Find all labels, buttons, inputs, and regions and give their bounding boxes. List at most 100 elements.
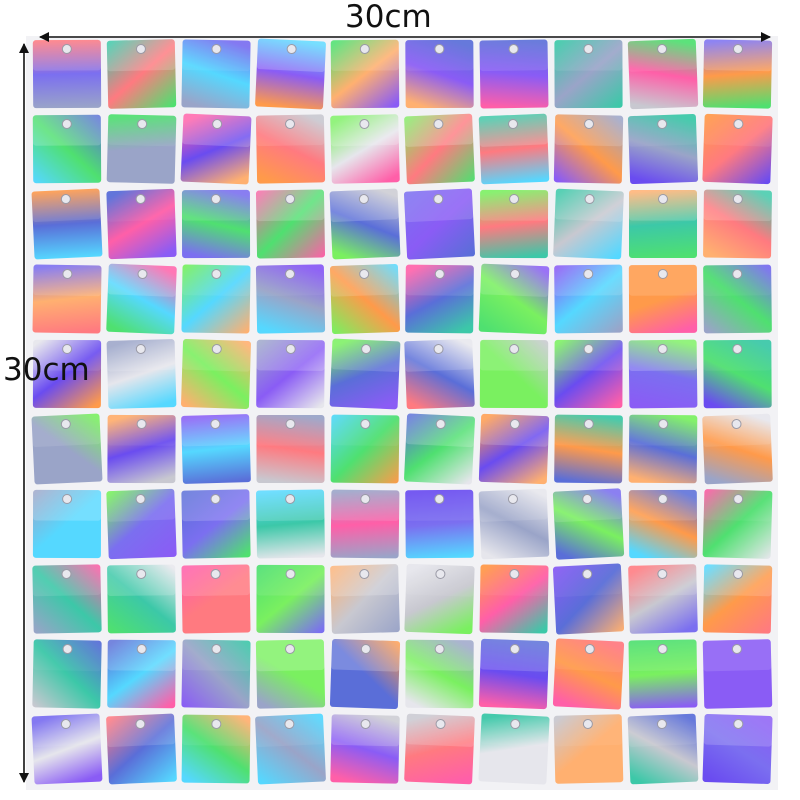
sequin-tile	[106, 263, 177, 335]
sequin-tile	[181, 339, 251, 409]
sequin-tile	[702, 639, 773, 709]
sequin-tile	[404, 338, 475, 410]
sequin-tile	[106, 39, 177, 109]
sequin-tile	[627, 113, 699, 185]
sequin-tile	[255, 38, 326, 110]
sequin-tile	[404, 188, 475, 260]
sequin-tile	[703, 264, 772, 334]
sequin-tile	[702, 564, 773, 634]
sequin-tile	[479, 564, 549, 634]
sequin-tile	[31, 713, 103, 785]
sequin-tile	[628, 264, 698, 334]
sequin-tile	[32, 114, 102, 184]
sequin-tile	[478, 713, 550, 785]
sequin-tile	[256, 339, 325, 409]
sequin-tile	[702, 113, 773, 185]
sequin-tile	[181, 639, 251, 709]
sequin-tile	[628, 639, 698, 709]
sequin-tile	[107, 414, 176, 484]
sequin-tile	[553, 714, 624, 784]
sequin-tile	[404, 563, 475, 635]
sequin-tile	[552, 563, 625, 635]
sequin-tile	[552, 638, 625, 710]
sequin-tile	[255, 114, 326, 184]
sequin-tile	[628, 564, 698, 634]
sequin-tile	[181, 414, 251, 484]
sequin-tile	[405, 639, 474, 709]
sequin-tile	[552, 488, 625, 560]
sequin-tile	[329, 638, 401, 710]
sequin-tile	[553, 114, 624, 184]
sequin-tile	[32, 339, 102, 409]
sequin-tile	[404, 413, 475, 485]
sequin-tile	[554, 264, 623, 334]
sequin-tile	[107, 639, 176, 709]
sequin-tile	[329, 263, 401, 335]
sequin-tile	[255, 264, 326, 334]
sequin-tile	[703, 339, 772, 409]
sequin-tile	[478, 413, 550, 485]
sequin-tile	[478, 488, 550, 560]
sequin-tile	[330, 564, 400, 634]
sequin-tile	[106, 339, 177, 409]
sequin-grid	[31, 38, 773, 785]
sequin-tile	[31, 188, 103, 260]
sequin-tile	[628, 414, 698, 484]
sequin-tile	[329, 188, 401, 260]
sequin-tile	[404, 713, 475, 785]
sequin-tile	[32, 264, 102, 334]
sequin-tile	[330, 114, 400, 184]
sequin-tile	[330, 714, 400, 784]
sequin-tile	[256, 564, 325, 634]
sequin-tile	[702, 39, 773, 109]
sequin-tile	[702, 714, 773, 784]
sequin-tile	[478, 263, 550, 335]
sequin-tile	[180, 113, 252, 185]
sequin-tile	[330, 414, 400, 484]
sequin-tile	[330, 489, 400, 559]
sequin-tile	[255, 189, 326, 259]
sequin-tile	[627, 713, 699, 785]
sequin-tile	[106, 713, 177, 785]
sequin-tile	[32, 39, 102, 109]
sequin-tile	[330, 39, 400, 109]
sequin-tile	[106, 488, 177, 560]
sequin-tile	[405, 489, 474, 559]
sequin-tile	[181, 714, 251, 784]
sequin-tile	[628, 339, 698, 409]
sequin-tile	[256, 414, 325, 484]
sequin-tile	[479, 189, 549, 259]
sequin-tile	[329, 338, 401, 410]
sequin-tile	[107, 564, 176, 634]
sequin-tile	[255, 713, 326, 785]
sequin-tile	[479, 39, 549, 109]
sequin-tile	[181, 264, 251, 334]
height-label: 30cm	[3, 352, 90, 388]
sequin-tile	[479, 339, 549, 409]
sequin-tile	[627, 38, 699, 110]
sequin-tile	[554, 39, 623, 109]
sequin-tile	[106, 114, 177, 184]
sequin-tile	[181, 189, 251, 259]
sequin-tile	[628, 189, 698, 259]
sequin-tile	[702, 413, 773, 485]
sequin-tile	[181, 489, 251, 559]
width-label: 30cm	[345, 0, 432, 35]
sequin-tile	[32, 564, 102, 634]
sequin-tile	[255, 639, 326, 709]
sequin-tile	[31, 413, 103, 485]
sequin-tile	[181, 564, 251, 634]
sequin-tile	[181, 39, 251, 109]
sequin-tile	[256, 489, 325, 559]
sequin-tile	[32, 639, 102, 709]
sequin-tile	[106, 188, 177, 260]
sequin-tile	[553, 188, 624, 260]
sequin-tile	[478, 638, 550, 710]
sequin-tile	[405, 39, 474, 109]
sequin-tile	[628, 489, 698, 559]
sequin-tile	[554, 414, 623, 484]
sequin-tile	[32, 489, 102, 559]
sequin-tile	[478, 113, 550, 185]
sequin-tile	[703, 189, 772, 259]
